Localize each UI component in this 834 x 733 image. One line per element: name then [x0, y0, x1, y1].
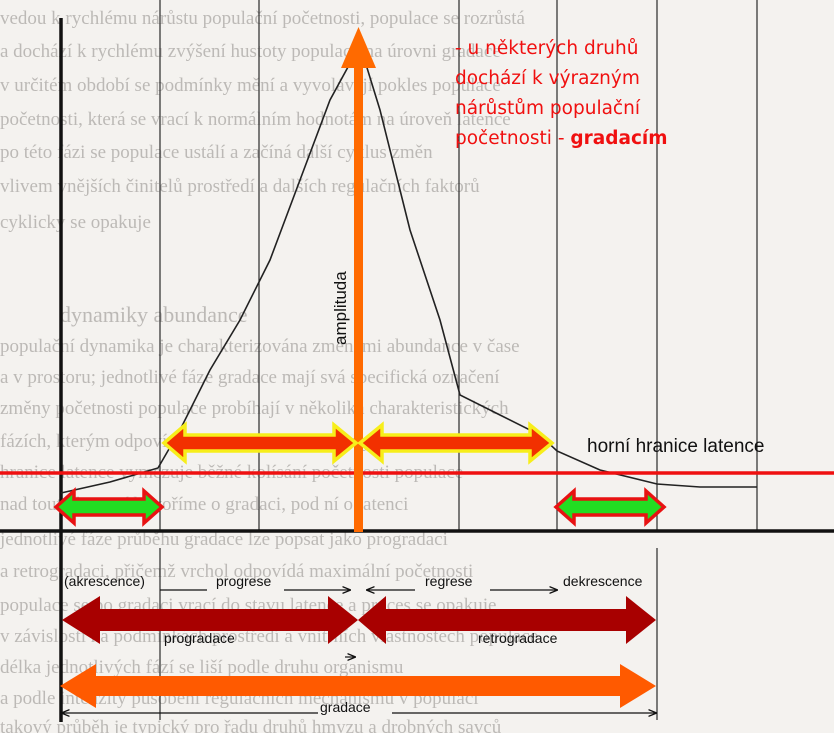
background-text-line: vedou k rychlému nárůstu populační počet…: [0, 8, 526, 29]
background-text-line: dynamiky abundance: [60, 302, 248, 327]
retrogradation-label: retrogradace: [478, 630, 558, 646]
annotation-prefix: početnosti -: [455, 128, 570, 149]
amplitude-label: amplituda: [331, 271, 350, 345]
annotation-line: - u některých druhů: [455, 34, 755, 64]
progradation-label: progradace: [164, 630, 235, 646]
background-text-line: a v prostoru; jednotlivé fáze gradace ma…: [0, 367, 500, 388]
background-text-line: v určitém období se podmínky mění a vyvo…: [0, 75, 501, 96]
background-text-line: vlivem vnějších činitelů prostředí a dal…: [0, 176, 480, 197]
progression-label: progrese: [216, 573, 271, 589]
background-text-line: změny početnosti populace probíhají v ně…: [0, 398, 509, 419]
background-text-line: cyklicky se opakuje: [0, 212, 151, 233]
regression-label: regrese: [425, 573, 473, 589]
annotation-line: nárůstům populační: [455, 94, 755, 124]
gradation-annotation: - u některých druhů dochází k výrazným n…: [455, 34, 755, 154]
decrescence-label: dekrescence: [563, 573, 643, 589]
decrescence-latency-arrow: [556, 491, 664, 523]
background-text-line: takový průběh je typický pro řadu druhů …: [0, 717, 502, 733]
annotation-highlight: gradacím: [570, 128, 667, 149]
upper-limit-label: horní hranice latence: [587, 436, 764, 457]
background-text-line: početnosti, která se vrací k normálním h…: [0, 109, 511, 130]
annotation-line: početnosti - gradacím: [455, 124, 755, 154]
gradation-label: gradace: [320, 699, 371, 715]
accrescence-label: (akrescence): [64, 573, 145, 589]
background-text-line: po této fázi se populace ustálí a začíná…: [0, 142, 433, 163]
background-text-line: a dochází k rychlému zvýšení hustoty pop…: [0, 41, 501, 62]
background-text-line: populační dynamika je charakterizována z…: [0, 336, 520, 357]
annotation-line: dochází k výrazným: [455, 64, 755, 94]
